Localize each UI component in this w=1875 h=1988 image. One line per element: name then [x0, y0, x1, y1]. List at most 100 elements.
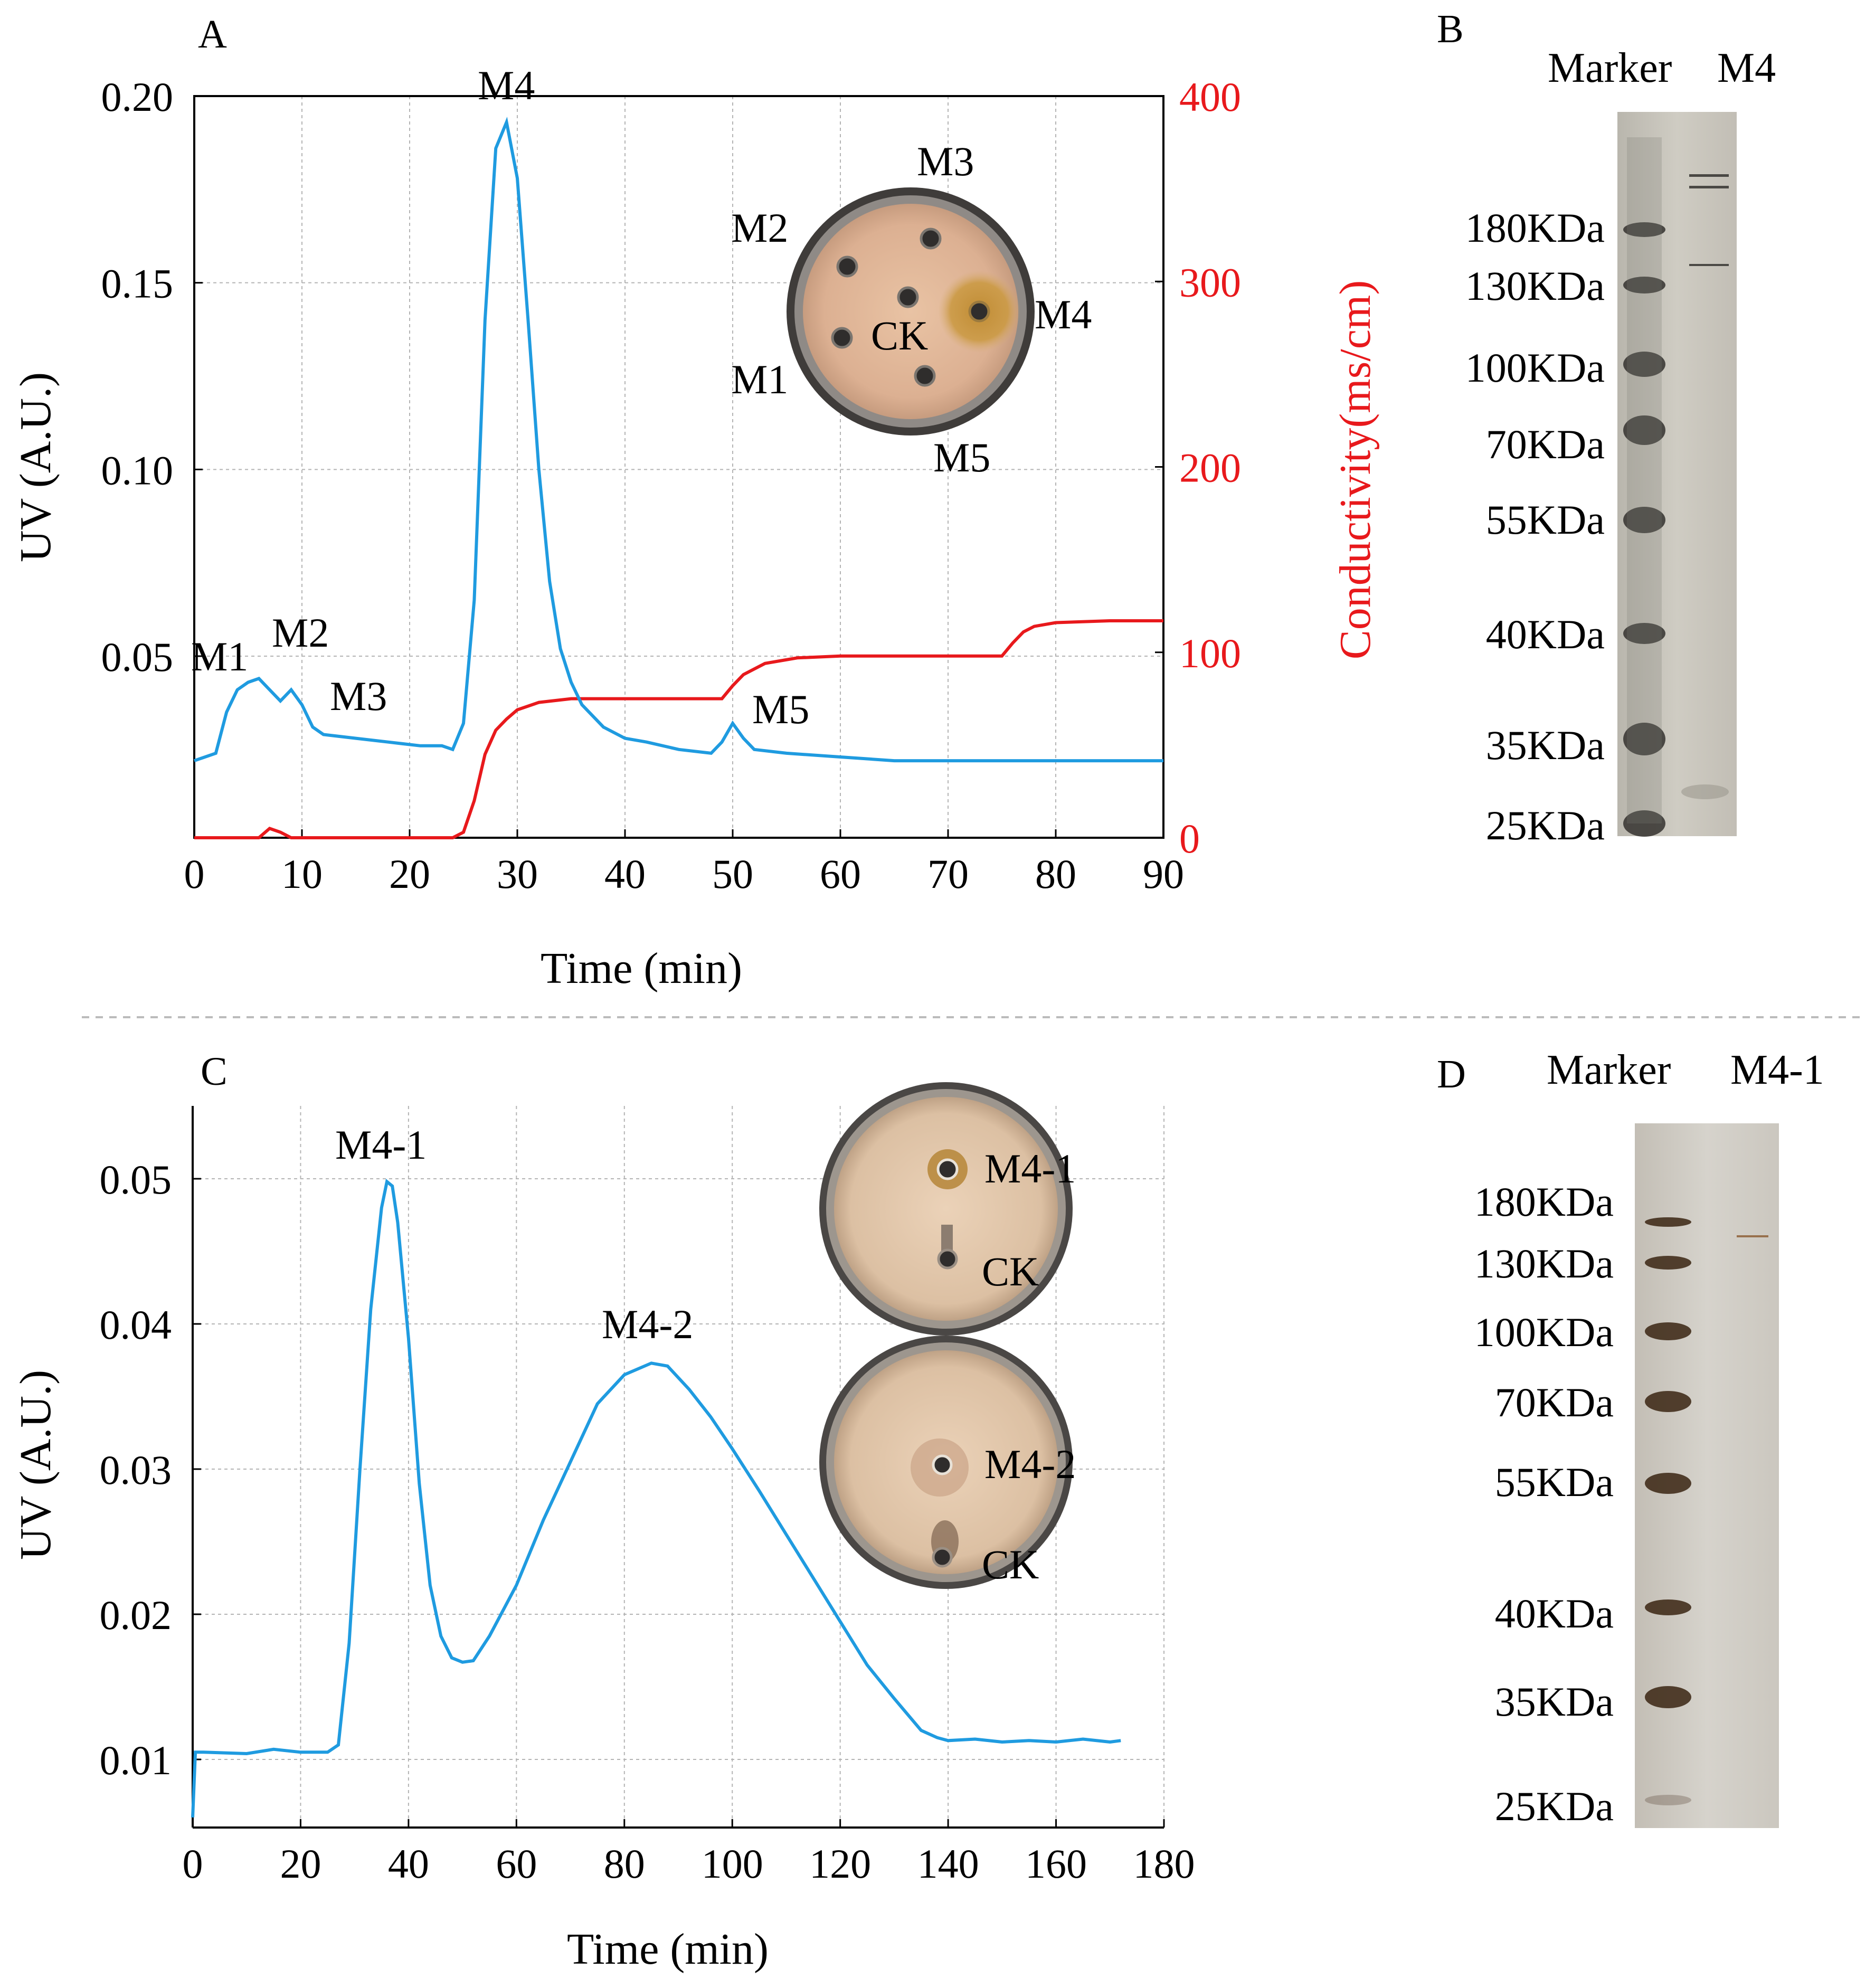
panel-c: C 0 20 40 60 80 100 120 140 160 180 0.01 0.02 0.03 0.…	[11, 1049, 1195, 1974]
x-tick-label: 160	[1025, 1841, 1087, 1887]
x-tick-label: 10	[281, 851, 323, 897]
gel-d-marker-band	[1645, 1686, 1691, 1708]
gel-b-band-label: 40KDa	[1486, 611, 1605, 657]
gel-d-marker-band	[1645, 1599, 1691, 1615]
uv-line-a	[194, 117, 1163, 763]
gel-b-sample-band	[1689, 186, 1729, 188]
peak-label-m4-2: M4-2	[602, 1301, 693, 1347]
plate-a-label-m5: M5	[933, 434, 990, 480]
gel-d-marker-band	[1645, 1391, 1691, 1412]
plate-c1-agar	[834, 1097, 1058, 1321]
gel-b-labels: 180KDa 130KDa 100KDa 70KDa 55KDa 40KDa 35KDa 25…	[1465, 205, 1605, 848]
y-tick-label: 0.15	[101, 261, 174, 307]
y-tick-label: 0.02	[100, 1592, 172, 1638]
gel-b-lane-label-marker: Marker	[1548, 45, 1672, 91]
peak-label-m3: M3	[330, 673, 387, 719]
x-axis-title-a: Time (min)	[541, 944, 742, 993]
y-axis-title-a: UV (A.U.)	[11, 372, 60, 562]
x-tick-label: 60	[496, 1841, 537, 1887]
panel-b: B Marker M4 180KDa 130KDa 100KDa 70KDa 55KDa…	[1437, 7, 1776, 848]
x-tick-label: 90	[1143, 851, 1184, 897]
plot-area-a	[193, 95, 1164, 839]
gel-d-band-label: 180KDa	[1474, 1179, 1614, 1225]
conductivity-line	[194, 619, 1163, 839]
grid-a	[194, 96, 1163, 838]
gel-d-marker-band	[1645, 1322, 1691, 1340]
y-tick-label: 0.03	[100, 1447, 172, 1493]
panel-d: D Marker M4-1 180KDa 130KDa 100KDa 70KDa 55K…	[1437, 1047, 1824, 1829]
x-tick-label: 140	[917, 1841, 979, 1887]
gel-d-marker-band	[1645, 1795, 1691, 1805]
x-tick-label: 30	[497, 851, 538, 897]
x-tick-label: 20	[389, 851, 430, 897]
gel-d-band-label: 40KDa	[1495, 1591, 1614, 1636]
ticks-a: 0 10 20 30 40 50 60 70 80 90 0.05 0.10 0.15 0.20 0 100 2…	[101, 74, 1242, 897]
x-tick-label: 0	[183, 1841, 203, 1887]
y2-tick-label: 0	[1179, 816, 1200, 862]
ticks-c: 0 20 40 60 80 100 120 140 160 180 0.01 0.02 0.03 0.04…	[100, 1157, 1195, 1887]
gel-d-band-label: 100KDa	[1474, 1309, 1614, 1355]
gel-d-bands	[1645, 1217, 1768, 1805]
gel-b-band-label: 25KDa	[1486, 802, 1605, 848]
gel-b-marker-band	[1623, 277, 1665, 294]
gel-d-lane-label-m4-1: M4-1	[1730, 1047, 1824, 1093]
x-tick-label: 0	[184, 851, 205, 897]
panel-c-label: C	[201, 1049, 228, 1094]
x-tick-label: 120	[809, 1841, 871, 1887]
y-tick-label: 0.05	[101, 634, 174, 680]
gel-b-sample-band	[1689, 174, 1729, 177]
panel-d-label: D	[1437, 1052, 1466, 1096]
x-tick-label: 40	[604, 851, 646, 897]
gel-d-marker-band	[1645, 1256, 1691, 1270]
y2-tick-label: 400	[1179, 74, 1241, 120]
x-tick-label: 80	[1035, 851, 1076, 897]
gel-d-labels: 180KDa 130KDa 100KDa 70KDa 55KDa 40KDa 35KDa 25…	[1474, 1179, 1614, 1829]
y-axis-title-c: UV (A.U.)	[11, 1370, 60, 1560]
gel-d-marker-band	[1645, 1473, 1691, 1494]
panel-a: A 0 10 20 30 40 50 60 70 80 90 0.05 0.10 0.15 0.20 0 10…	[11, 12, 1380, 993]
gel-b-band-label: 100KDa	[1465, 345, 1605, 391]
panel-b-label: B	[1437, 7, 1464, 51]
gel-b-marker-band	[1623, 623, 1665, 644]
plate-c2-label-m4-2: M4-2	[984, 1441, 1076, 1487]
gel-b-lane-label-m4: M4	[1717, 45, 1776, 91]
gel-b-band-label: 130KDa	[1465, 263, 1605, 309]
plate-c1-label-ck: CK	[982, 1248, 1039, 1294]
panel-a-label: A	[198, 12, 227, 56]
gel-b-band-label: 55KDa	[1486, 497, 1605, 543]
plate-a	[787, 187, 1035, 436]
x-axis-title-c: Time (min)	[567, 1925, 769, 1974]
plate-a-label-ck: CK	[871, 313, 928, 358]
peak-label-m4: M4	[478, 62, 535, 108]
plate-a-label-m1: M1	[731, 356, 788, 402]
plate-c2-label-ck: CK	[982, 1541, 1039, 1587]
y-tick-label: 0.10	[101, 447, 174, 493]
gel-b-sample-band	[1689, 264, 1729, 266]
gel-b-band-label: 35KDa	[1486, 722, 1605, 768]
y2-tick-label: 100	[1179, 630, 1241, 676]
plate-c1-label-m4-1: M4-1	[984, 1146, 1076, 1191]
y2-axis-title-a: Conductivity(ms/cm)	[1331, 280, 1380, 660]
gel-b-marker-band	[1623, 352, 1665, 377]
x-tick-label: 20	[280, 1841, 321, 1887]
x-tick-label: 100	[702, 1841, 763, 1887]
gel-b-marker-smear	[1627, 137, 1662, 823]
gel-b-bands	[1623, 137, 1729, 837]
gel-b-marker-band	[1623, 723, 1665, 755]
gel-d-marker-band	[1645, 1217, 1691, 1227]
gel-b-band-label: 180KDa	[1465, 205, 1605, 251]
gel-d-band-label: 130KDa	[1474, 1241, 1614, 1286]
gel-d-lane-label-marker: Marker	[1547, 1047, 1671, 1093]
peak-label-m1: M1	[191, 633, 248, 679]
y-tick-label: 0.20	[101, 74, 174, 120]
plate-a-label-m3: M3	[917, 138, 974, 184]
y2-tick-label: 300	[1179, 259, 1241, 305]
y2-tick-label: 200	[1179, 445, 1241, 491]
y-tick-label: 0.01	[100, 1737, 172, 1783]
x-tick-label: 80	[604, 1841, 645, 1887]
y-tick-label: 0.04	[100, 1302, 172, 1348]
plate-a-label-m2: M2	[731, 205, 788, 251]
gel-d-band-label: 55KDa	[1495, 1459, 1614, 1505]
gel-b-marker-band	[1623, 222, 1665, 237]
